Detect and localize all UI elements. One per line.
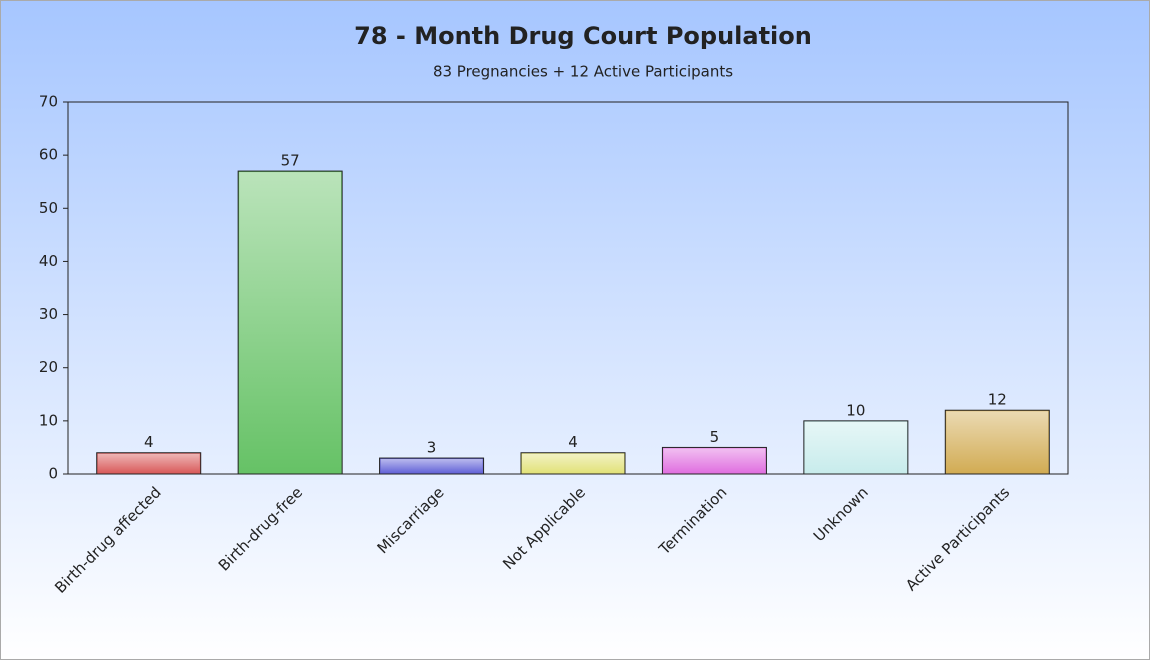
data-label: 12: [988, 391, 1007, 409]
y-tick-label: 0: [48, 465, 58, 483]
bar-shine: [804, 421, 907, 473]
bar-shine: [239, 172, 342, 474]
bar-shine: [946, 411, 1049, 473]
y-tick-label: 60: [39, 146, 58, 164]
bar-shine: [522, 453, 624, 473]
y-tick-label: 20: [39, 358, 58, 376]
data-label: 5: [710, 428, 720, 446]
data-label: 4: [144, 433, 154, 451]
bar-shine: [97, 453, 200, 473]
y-tick-label: 40: [39, 252, 58, 270]
data-label: 57: [281, 152, 300, 170]
y-tick-label: 10: [39, 411, 58, 429]
chart-subtitle: 83 Pregnancies + 12 Active Participants: [433, 63, 733, 81]
data-label: 10: [846, 401, 865, 419]
bar-shine: [663, 448, 766, 473]
data-label: 4: [568, 433, 578, 451]
bar-shine: [380, 459, 483, 473]
data-label: 3: [427, 439, 437, 457]
y-tick-label: 70: [39, 93, 58, 111]
y-tick-label: 50: [39, 199, 58, 217]
y-tick-label: 30: [39, 305, 58, 323]
chart-title: 78 - Month Drug Court Population: [354, 22, 812, 50]
